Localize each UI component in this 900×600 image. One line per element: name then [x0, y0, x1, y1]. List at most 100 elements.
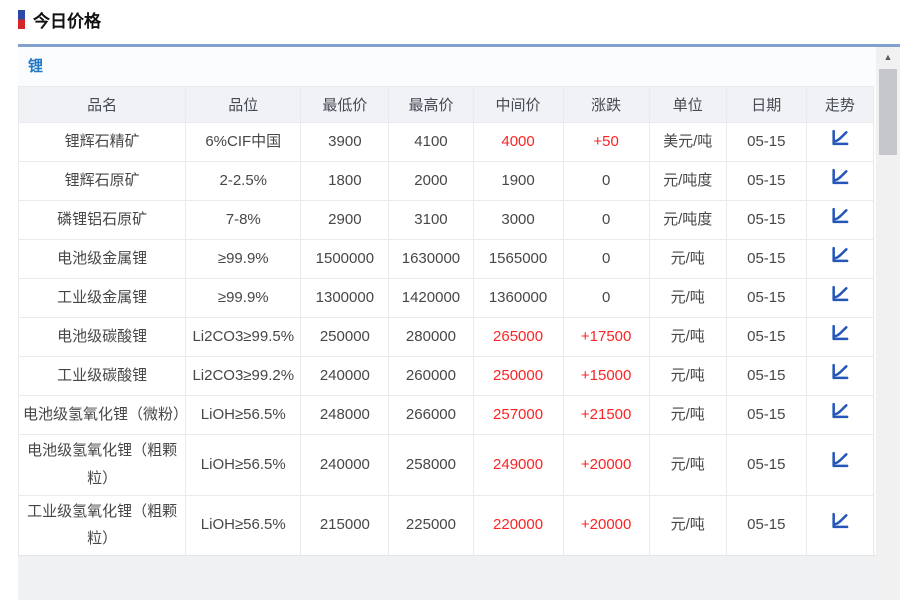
lithium-price-panel: 锂 品名 品位 最低价 最高价 中间价 涨跌 单位 日期 走势 锂辉石精矿 6%CIF中国 3900…	[17, 44, 900, 600]
cell-change: 0	[562, 278, 650, 318]
cell-change: 0	[562, 239, 650, 279]
column-header-low: 最低价	[300, 86, 390, 123]
trend-chart-icon[interactable]	[830, 128, 850, 147]
cell-date: 05-15	[725, 395, 807, 435]
cell-name: 锂辉石精矿	[17, 122, 187, 162]
cell-high: 4100	[388, 122, 474, 162]
cell-trend	[805, 317, 875, 357]
column-header-mid: 中间价	[472, 86, 564, 123]
cell-mid: 250000	[472, 356, 564, 396]
cell-grade: LiOH≥56.5%	[185, 434, 302, 496]
trend-chart-icon[interactable]	[830, 401, 850, 420]
cell-date: 05-15	[725, 494, 807, 556]
cell-unit: 元/吨度	[648, 161, 727, 201]
cell-trend	[805, 122, 875, 162]
page-header: 今日价格	[0, 0, 900, 38]
cell-grade: Li2CO3≥99.2%	[185, 356, 302, 396]
cell-low: 248000	[300, 395, 390, 435]
table-header-row: 品名 品位 最低价 最高价 中间价 涨跌 单位 日期 走势	[17, 86, 875, 123]
price-table: 品名 品位 最低价 最高价 中间价 涨跌 单位 日期 走势 锂辉石精矿 6%CIF中国 3900 41…	[17, 86, 875, 556]
cell-low: 1800	[300, 161, 390, 201]
cell-unit: 元/吨	[648, 278, 727, 318]
cell-date: 05-15	[725, 200, 807, 240]
table-row: 磷锂铝石原矿 7-8% 2900 3100 3000 0 元/吨度 05-15	[17, 200, 875, 240]
cell-low: 250000	[300, 317, 390, 357]
cell-unit: 美元/吨	[648, 122, 727, 162]
cell-mid: 265000	[472, 317, 564, 357]
cell-high: 1630000	[388, 239, 474, 279]
table-row: 电池级氢氧化锂（微粉） LiOH≥56.5% 248000 266000 257000 +…	[17, 395, 875, 435]
cell-name: 电池级氢氧化锂（粗颗粒）	[17, 434, 187, 496]
cell-low: 2900	[300, 200, 390, 240]
scrollbar-up-arrow-icon[interactable]: ▲	[883, 52, 893, 62]
column-header-name: 品名	[17, 86, 187, 123]
cell-unit: 元/吨度	[648, 200, 727, 240]
cell-name: 工业级碳酸锂	[17, 356, 187, 396]
cell-date: 05-15	[725, 239, 807, 279]
cell-name: 电池级碳酸锂	[17, 317, 187, 357]
cell-grade: 6%CIF中国	[185, 122, 302, 162]
vertical-scrollbar[interactable]: ▲	[876, 47, 900, 600]
cell-mid: 4000	[472, 122, 564, 162]
trend-chart-icon[interactable]	[830, 206, 850, 225]
cell-trend	[805, 395, 875, 435]
cell-unit: 元/吨	[648, 395, 727, 435]
cell-low: 240000	[300, 356, 390, 396]
cell-mid: 1900	[472, 161, 564, 201]
cell-high: 2000	[388, 161, 474, 201]
column-header-change: 涨跌	[562, 86, 650, 123]
panel-bottom-gap	[18, 555, 876, 600]
cell-date: 05-15	[725, 161, 807, 201]
table-row: 电池级金属锂 ≥99.9% 1500000 1630000 1565000 0 元/吨 05-…	[17, 239, 875, 279]
cell-trend	[805, 278, 875, 318]
title-marker-bar	[18, 9, 25, 29]
cell-change: +20000	[562, 494, 650, 556]
cell-change: +21500	[562, 395, 650, 435]
cell-name: 工业级金属锂	[17, 278, 187, 318]
table-row: 电池级碳酸锂 Li2CO3≥99.5% 250000 280000 265000 +175…	[17, 317, 875, 357]
trend-chart-icon[interactable]	[830, 245, 850, 264]
cell-date: 05-15	[725, 122, 807, 162]
cell-change: +15000	[562, 356, 650, 396]
cell-trend	[805, 200, 875, 240]
cell-name: 磷锂铝石原矿	[17, 200, 187, 240]
cell-low: 1300000	[300, 278, 390, 318]
trend-chart-icon[interactable]	[830, 284, 850, 303]
cell-date: 05-15	[725, 317, 807, 357]
cell-unit: 元/吨	[648, 239, 727, 279]
cell-trend	[805, 494, 875, 556]
cell-change: +50	[562, 122, 650, 162]
cell-mid: 1360000	[472, 278, 564, 318]
cell-name: 电池级氢氧化锂（微粉）	[17, 395, 188, 435]
cell-high: 1420000	[388, 278, 474, 318]
trend-chart-icon[interactable]	[830, 511, 850, 530]
cell-trend	[805, 434, 875, 496]
trend-chart-icon[interactable]	[830, 362, 850, 381]
cell-unit: 元/吨	[648, 356, 727, 396]
cell-unit: 元/吨	[648, 494, 727, 556]
cell-date: 05-15	[725, 434, 807, 496]
trend-chart-icon[interactable]	[830, 167, 850, 186]
cell-low: 3900	[300, 122, 390, 162]
table-row: 工业级氢氧化锂（粗颗粒） LiOH≥56.5% 215000 225000 220000…	[17, 494, 875, 556]
cell-grade: ≥99.9%	[185, 239, 302, 279]
cell-date: 05-15	[725, 278, 807, 318]
cell-low: 1500000	[300, 239, 390, 279]
table-row: 工业级碳酸锂 Li2CO3≥99.2% 240000 260000 250000 +150…	[17, 356, 875, 396]
cell-mid: 1565000	[472, 239, 564, 279]
trend-chart-icon[interactable]	[830, 323, 850, 342]
cell-high: 280000	[388, 317, 474, 357]
table-row: 电池级氢氧化锂（粗颗粒） LiOH≥56.5% 240000 258000 249000…	[17, 434, 875, 496]
cell-name: 电池级金属锂	[17, 239, 187, 279]
cell-low: 215000	[300, 494, 390, 556]
price-table-body: 锂辉石精矿 6%CIF中国 3900 4100 4000 +50 美元/吨 05-15 锂辉石…	[17, 122, 875, 556]
section-label-lithium: 锂	[28, 58, 44, 75]
cell-date: 05-15	[725, 356, 807, 396]
table-row: 工业级金属锂 ≥99.9% 1300000 1420000 1360000 0 元/吨 05-…	[17, 278, 875, 318]
cell-name: 工业级氢氧化锂（粗颗粒）	[17, 494, 187, 556]
trend-chart-icon[interactable]	[830, 450, 850, 469]
cell-high: 225000	[388, 494, 474, 556]
column-header-high: 最高价	[388, 86, 474, 123]
scrollbar-thumb[interactable]	[879, 69, 897, 155]
page-title: 今日价格	[33, 11, 101, 31]
